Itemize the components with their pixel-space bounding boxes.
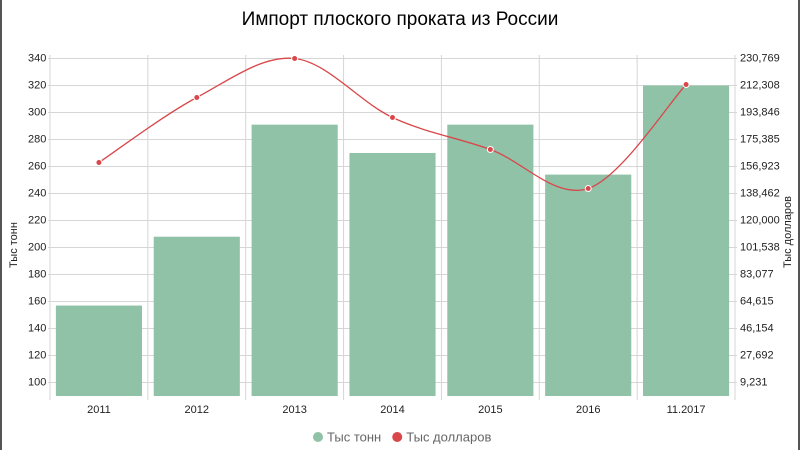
- line-point: [95, 159, 103, 167]
- y-tick-label: 320: [28, 79, 46, 91]
- y-tick-label: 240: [28, 187, 46, 199]
- y2-axis-title: Тыс долларов: [782, 196, 794, 268]
- y2-tick-label: 230,769: [740, 52, 780, 64]
- bar: [349, 153, 436, 396]
- y2-tick-label: 101,538: [740, 241, 780, 253]
- y2-tick-label: 64,615: [740, 295, 774, 307]
- y-tick-label: 100: [28, 376, 46, 388]
- x-tick-label: 2013: [282, 404, 306, 416]
- y2-tick-label: 9,231: [740, 376, 768, 388]
- legend-label: Тыс тонн: [327, 429, 381, 444]
- chart-title: Импорт плоского проката из России: [242, 9, 559, 30]
- x-tick-label: 2011: [87, 404, 111, 416]
- bar: [545, 174, 632, 396]
- y2-tick-label: 27,692: [740, 349, 774, 361]
- line-point: [486, 146, 494, 154]
- y2-tick-label: 138,462: [740, 187, 780, 199]
- y-tick-label: 260: [28, 160, 46, 172]
- y-tick-label: 340: [28, 52, 46, 64]
- bar: [643, 85, 730, 396]
- legend-label: Тыс долларов: [406, 429, 491, 444]
- y-tick-label: 120: [28, 349, 46, 361]
- line-point: [291, 55, 299, 63]
- x-tick-label: 2015: [478, 404, 502, 416]
- y2-tick-label: 156,923: [740, 160, 780, 172]
- y2-tick-label: 175,385: [740, 133, 780, 145]
- legend-marker: [392, 432, 403, 442]
- x-tick-label: 11.2017: [667, 404, 706, 416]
- y-tick-label: 300: [28, 106, 46, 118]
- x-tick-label: 2014: [380, 404, 404, 416]
- line-point: [389, 113, 396, 121]
- y-tick-label: 140: [28, 322, 46, 334]
- bar: [447, 124, 534, 397]
- line-point: [193, 93, 201, 101]
- bar: [55, 305, 142, 396]
- x-tick-label: 2012: [185, 404, 209, 416]
- y2-tick-label: 212,308: [740, 79, 780, 91]
- y-tick-label: 200: [28, 241, 46, 253]
- y-tick-label: 280: [28, 133, 46, 145]
- y-axis-title: Тыс тонн: [8, 222, 20, 268]
- y-tick-label: 180: [28, 268, 46, 280]
- y2-tick-label: 46,154: [740, 322, 774, 334]
- line-point: [584, 185, 592, 193]
- bar: [153, 236, 240, 396]
- bar: [251, 124, 338, 397]
- line-point: [682, 81, 690, 89]
- y2-tick-label: 193,846: [740, 106, 780, 118]
- y-tick-label: 160: [28, 295, 46, 307]
- y2-tick-label: 120,000: [740, 214, 780, 226]
- y2-tick-label: 83,077: [740, 268, 774, 280]
- legend-marker: [313, 432, 323, 442]
- x-tick-label: 2016: [576, 404, 600, 416]
- y-tick-label: 220: [28, 214, 46, 226]
